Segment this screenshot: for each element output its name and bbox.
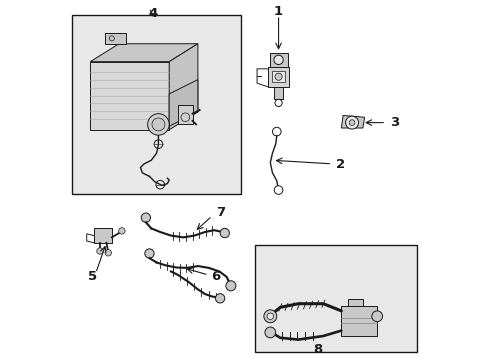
Circle shape: [152, 118, 164, 131]
Text: 2: 2: [335, 158, 345, 171]
Circle shape: [264, 310, 276, 323]
Bar: [348, 299, 362, 306]
Circle shape: [266, 313, 273, 319]
Polygon shape: [104, 33, 126, 44]
Circle shape: [225, 281, 235, 291]
Text: 3: 3: [389, 116, 398, 129]
Bar: [72, 15, 241, 194]
Text: 4: 4: [148, 7, 157, 20]
Circle shape: [274, 186, 282, 194]
Bar: [267, 67, 289, 87]
Text: 8: 8: [313, 343, 322, 356]
Circle shape: [273, 55, 283, 64]
Circle shape: [274, 99, 282, 107]
Circle shape: [220, 228, 229, 238]
Bar: [271, 71, 285, 82]
Circle shape: [215, 294, 224, 303]
Circle shape: [97, 248, 103, 254]
Circle shape: [119, 228, 125, 234]
Polygon shape: [90, 44, 198, 62]
Circle shape: [141, 213, 150, 222]
Bar: [269, 53, 287, 69]
Polygon shape: [169, 80, 198, 126]
Circle shape: [371, 311, 382, 321]
Bar: [178, 105, 192, 125]
Polygon shape: [341, 116, 364, 128]
Text: 7: 7: [215, 207, 224, 220]
Circle shape: [144, 249, 154, 258]
Polygon shape: [90, 62, 169, 130]
Circle shape: [147, 114, 169, 135]
Bar: [94, 228, 112, 243]
Circle shape: [348, 120, 354, 126]
Text: 6: 6: [211, 270, 220, 283]
Text: 5: 5: [87, 270, 97, 283]
Circle shape: [105, 249, 111, 256]
Text: 1: 1: [273, 5, 283, 18]
Bar: [274, 87, 282, 99]
Bar: [341, 306, 376, 336]
Circle shape: [345, 116, 358, 129]
Bar: [255, 244, 416, 352]
Circle shape: [274, 73, 282, 80]
Circle shape: [264, 327, 275, 338]
Polygon shape: [169, 44, 198, 130]
Circle shape: [272, 127, 281, 136]
